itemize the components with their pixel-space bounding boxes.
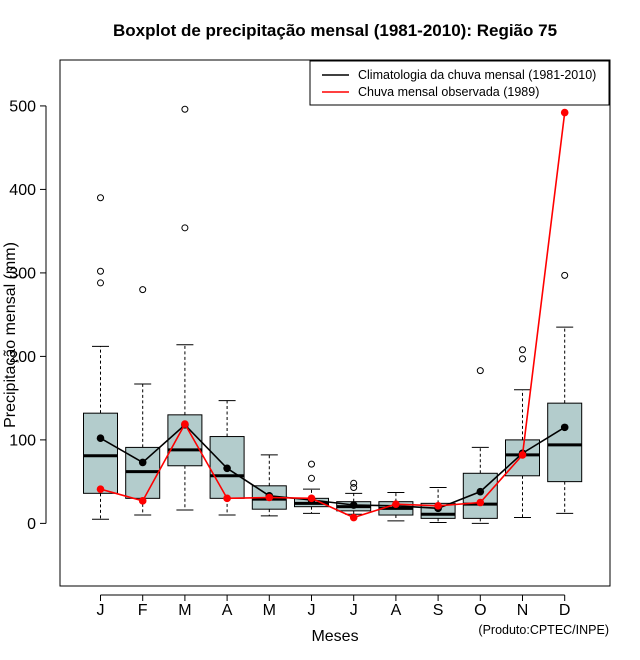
outlier-point [139, 286, 147, 294]
series-point [518, 451, 527, 459]
box-12 [547, 271, 583, 514]
y-tick-label: 400 [9, 182, 36, 199]
outlier-point [350, 483, 358, 491]
y-axis-label: Precipitação mensal (mm) [2, 242, 19, 428]
series-point [96, 485, 105, 493]
x-tick-label: J [308, 602, 316, 619]
credit-text: (Produto:CPTEC/INPE) [478, 623, 609, 637]
series-point [349, 513, 358, 522]
outlier-point [308, 460, 315, 468]
series-point [392, 500, 400, 508]
outlier-point [181, 105, 189, 113]
legend-label-climatology: Climatologia da chuva mensal (1981-2010) [358, 68, 596, 82]
series-point [349, 501, 358, 509]
x-tick-label: A [391, 602, 402, 619]
box-5 [251, 454, 287, 517]
series-observed [96, 108, 569, 522]
series-point [223, 494, 231, 503]
series-line [100, 112, 566, 519]
x-tick-label: S [433, 602, 444, 619]
y-tick-label: 200 [9, 349, 36, 366]
y-tick-label: 300 [9, 265, 36, 282]
series-line [100, 423, 566, 510]
x-tick-label: J [350, 602, 358, 619]
box-2 [125, 286, 161, 516]
box-7 [336, 479, 372, 515]
series-point [560, 423, 569, 432]
legend-box [309, 60, 610, 106]
series-point [476, 498, 485, 507]
x-tick-label: M [263, 602, 276, 619]
plot-area [83, 105, 583, 524]
x-tick-label: J [97, 602, 105, 619]
series-point [138, 497, 147, 505]
outlier-point [561, 271, 569, 279]
y-tick-label: 100 [9, 432, 36, 449]
box-11 [505, 346, 540, 519]
x-tick-label: M [178, 602, 191, 619]
series-point [138, 458, 147, 467]
series-point [560, 108, 569, 117]
x-axis-label: Meses [311, 628, 358, 645]
box-1 [83, 194, 118, 520]
chart-title: Boxplot de precipitação mensal (1981-201… [113, 21, 557, 40]
series-point [96, 434, 105, 443]
y-tick-label: 0 [27, 516, 36, 533]
series-point [434, 502, 442, 510]
outlier-point [97, 267, 104, 275]
outlier-point [519, 355, 526, 363]
x-tick-label: D [559, 602, 571, 619]
y-tick-label: 500 [9, 98, 36, 115]
box-iqr [547, 402, 583, 483]
outlier-point [519, 346, 526, 354]
outlier-point [476, 367, 484, 375]
series-point [476, 487, 485, 496]
box-iqr [167, 414, 203, 467]
outlier-point [97, 194, 104, 202]
series-point [307, 494, 316, 503]
outlier-point [350, 479, 358, 487]
outlier-point [97, 279, 104, 287]
x-tick-label: O [474, 602, 486, 619]
series-point [265, 493, 274, 502]
series-point [223, 464, 231, 473]
box-iqr [83, 412, 118, 494]
box-6 [294, 460, 329, 514]
x-tick-label: A [222, 602, 233, 619]
x-tick-label: F [138, 602, 148, 619]
outlier-point [308, 474, 315, 482]
x-tick-label: N [517, 602, 529, 619]
series-point [181, 420, 189, 428]
outlier-point [181, 224, 189, 232]
box-3 [167, 105, 203, 511]
legend: Climatologia da chuva mensal (1981-2010)… [309, 60, 610, 106]
legend-label-observed: Chuva mensal observada (1989) [358, 85, 539, 99]
plot-frame [59, 59, 611, 587]
